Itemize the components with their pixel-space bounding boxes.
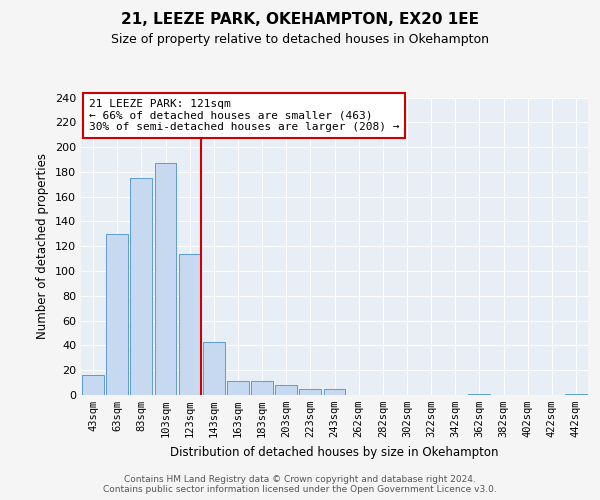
Bar [106, 234, 128, 395]
Bar [323, 389, 346, 395]
Text: Contains HM Land Registry data © Crown copyright and database right 2024.: Contains HM Land Registry data © Crown c… [124, 475, 476, 484]
Bar [469, 394, 490, 395]
Bar [203, 342, 224, 395]
Bar [130, 178, 152, 395]
Bar [179, 254, 200, 395]
Bar [251, 382, 273, 395]
Y-axis label: Number of detached properties: Number of detached properties [37, 153, 49, 340]
Bar [227, 382, 249, 395]
Bar [565, 394, 587, 395]
Text: 21 LEEZE PARK: 121sqm
← 66% of detached houses are smaller (463)
30% of semi-det: 21 LEEZE PARK: 121sqm ← 66% of detached … [89, 99, 399, 132]
Bar [299, 389, 321, 395]
X-axis label: Distribution of detached houses by size in Okehampton: Distribution of detached houses by size … [170, 446, 499, 458]
Text: Size of property relative to detached houses in Okehampton: Size of property relative to detached ho… [111, 32, 489, 46]
Bar [155, 163, 176, 395]
Bar [82, 375, 104, 395]
Text: Contains public sector information licensed under the Open Government Licence v3: Contains public sector information licen… [103, 485, 497, 494]
Text: 21, LEEZE PARK, OKEHAMPTON, EX20 1EE: 21, LEEZE PARK, OKEHAMPTON, EX20 1EE [121, 12, 479, 28]
Bar [275, 385, 297, 395]
